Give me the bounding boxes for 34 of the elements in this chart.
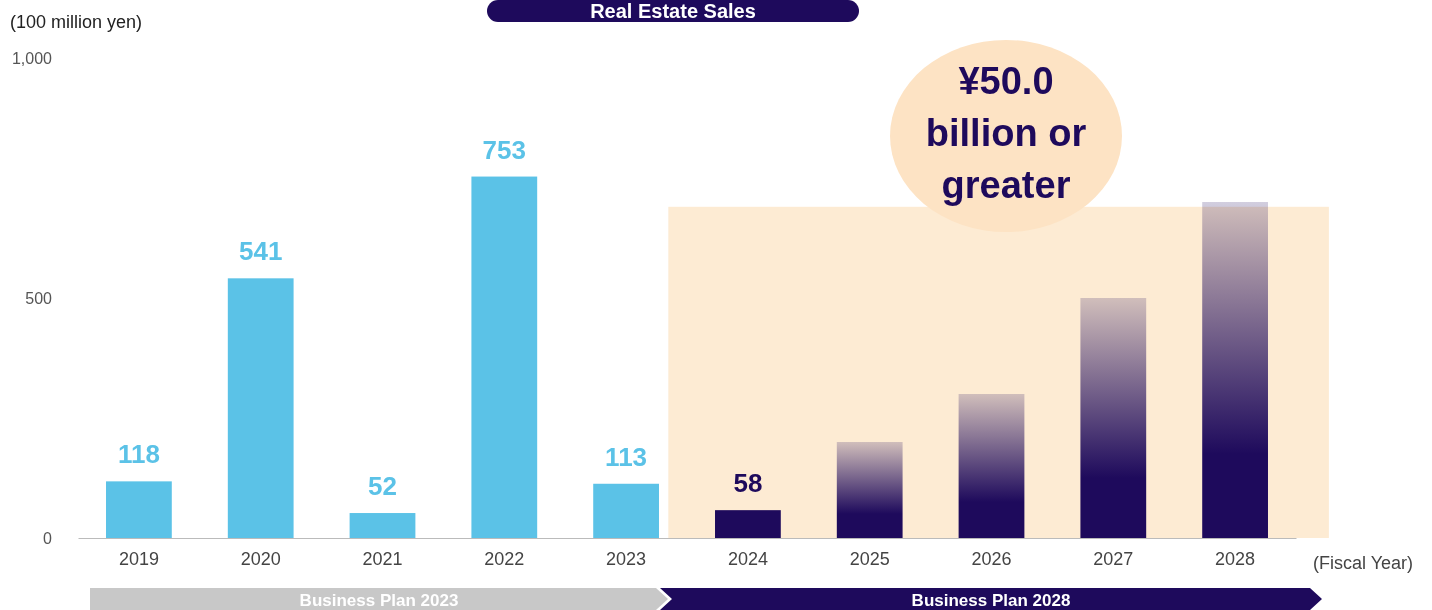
bar (593, 483, 659, 538)
x-tick-label: 2025 (849, 548, 890, 569)
data-label: 58 (733, 468, 763, 499)
bar (227, 278, 294, 538)
x-tick-label: 2024 (727, 548, 768, 569)
bar (1080, 298, 1147, 538)
chart-title: Real Estate Sales (590, 0, 756, 22)
y-axis-title: (100 million yen) (10, 12, 143, 32)
x-axis-title: (Fiscal Year) (1313, 553, 1414, 573)
x-tick-label: 2028 (1215, 548, 1256, 569)
x-tick-label: 2022 (484, 548, 525, 569)
y-tick-label: 1,000 (11, 49, 53, 67)
x-tick-label: 2023 (606, 548, 647, 569)
x-tick-label: 2026 (971, 548, 1012, 569)
bar (471, 176, 538, 538)
data-label: 113 (605, 441, 648, 472)
data-label: 52 (368, 471, 397, 502)
data-label: 753 (482, 134, 526, 165)
text: Business Plan 2028 (911, 591, 1071, 610)
bar (836, 442, 903, 538)
x-tick-label: 2019 (118, 548, 159, 569)
bar (715, 510, 781, 538)
data-label: 118 (117, 439, 160, 470)
x-tick-label: 2020 (240, 548, 281, 569)
y-tick-label: 0 (43, 529, 53, 547)
bar (958, 394, 1025, 538)
bar (106, 481, 172, 538)
x-tick-label: 2021 (362, 548, 403, 569)
data-label: 541 (239, 236, 283, 267)
x-tick-label: 2027 (1093, 548, 1134, 569)
bar (349, 513, 416, 538)
annotation: ¥50.0 billion or greater (925, 60, 1087, 206)
y-tick-label: 500 (25, 289, 53, 307)
bar (1202, 202, 1268, 538)
